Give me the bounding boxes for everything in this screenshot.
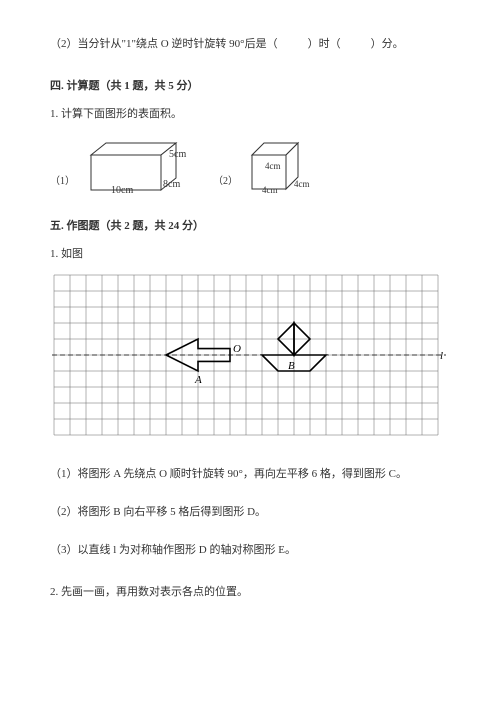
fig1-h: 5cm: [169, 149, 186, 160]
section5-sub1: （1）将图形 A 先绕点 O 顺时针旋转 90°，再向左平移 6 格，得到图形 …: [50, 465, 450, 481]
q2-blank1: [278, 35, 308, 55]
q2-suffix: ）分。: [371, 38, 404, 50]
figure-row: （1） 5cm 8cm 10cm （2） 4cm 4cm 4cm: [50, 135, 450, 195]
section5-sub2: （2）将图形 B 向右平移 5 格后得到图形 D。: [50, 503, 450, 519]
section5-sub3: （3）以直线 l 为对称轴作图形 D 的轴对称图形 E。: [50, 541, 450, 557]
grid-figure: l O A B: [50, 271, 450, 441]
section4-q1: 1. 计算下面图形的表面积。: [50, 105, 450, 121]
question-2: （2）当分针从"1"绕点 O 逆时针旋转 90°后是（ ）时（ ）分。: [50, 35, 450, 55]
fig2-front: 4cm: [265, 161, 281, 171]
cube-icon: 4cm 4cm 4cm: [244, 135, 319, 195]
svg-text:O: O: [233, 343, 241, 355]
fig1-d: 8cm: [163, 179, 180, 190]
figure-2-label: （2）: [213, 172, 238, 195]
q2-mid: ）时（: [308, 38, 341, 50]
figure-2-wrap: （2） 4cm 4cm 4cm: [213, 135, 319, 195]
fig2-side: 4cm: [294, 179, 310, 189]
cuboid-icon: 5cm 8cm 10cm: [81, 135, 191, 195]
fig1-w: 10cm: [111, 185, 133, 195]
fig2-bottom: 4cm: [262, 185, 278, 195]
section5-title: 五. 作图题（共 2 题，共 24 分）: [50, 217, 450, 233]
q2-blank2: [341, 35, 371, 55]
svg-text:l: l: [440, 350, 443, 362]
svg-text:B: B: [288, 360, 295, 372]
figure-1-wrap: （1） 5cm 8cm 10cm: [50, 135, 191, 195]
section5-q1: 1. 如图: [50, 245, 450, 261]
section5-q2: 2. 先画一画，再用数对表示各点的位置。: [50, 583, 450, 599]
svg-text:A: A: [194, 374, 202, 386]
figure-1-label: （1）: [50, 172, 75, 195]
q2-prefix: （2）当分针从"1"绕点 O 逆时针旋转 90°后是（: [50, 38, 278, 50]
section4-title: 四. 计算题（共 1 题，共 5 分）: [50, 77, 450, 93]
